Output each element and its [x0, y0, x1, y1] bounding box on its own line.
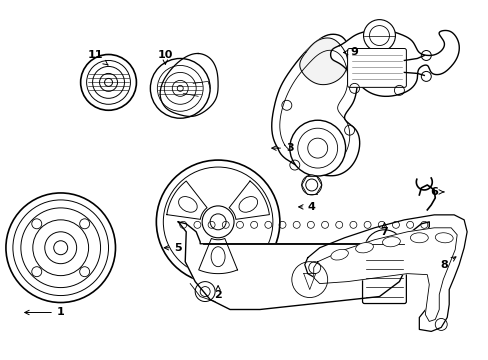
FancyBboxPatch shape [362, 248, 406, 303]
Ellipse shape [239, 197, 257, 212]
Polygon shape [160, 54, 218, 116]
Ellipse shape [211, 247, 224, 267]
Circle shape [156, 160, 279, 284]
Circle shape [363, 20, 395, 51]
Text: 2: 2 [214, 286, 222, 300]
Polygon shape [166, 181, 206, 219]
Text: 5: 5 [164, 243, 182, 253]
Circle shape [364, 230, 404, 270]
Circle shape [301, 175, 321, 195]
Ellipse shape [330, 249, 347, 260]
Ellipse shape [434, 233, 452, 243]
Circle shape [289, 120, 345, 176]
Text: 11: 11 [88, 50, 108, 65]
Polygon shape [313, 228, 456, 321]
Text: 9: 9 [343, 48, 358, 58]
FancyBboxPatch shape [347, 49, 406, 87]
Polygon shape [198, 238, 237, 274]
Polygon shape [299, 38, 347, 85]
Text: 10: 10 [157, 50, 173, 64]
Text: 6: 6 [429, 187, 443, 197]
Text: 8: 8 [440, 257, 455, 270]
Polygon shape [304, 215, 466, 332]
Polygon shape [330, 30, 458, 96]
Ellipse shape [355, 243, 373, 253]
Polygon shape [229, 181, 269, 219]
Circle shape [150, 58, 210, 118]
Ellipse shape [178, 197, 197, 212]
Polygon shape [271, 34, 359, 176]
Text: 4: 4 [298, 202, 315, 212]
Text: 3: 3 [271, 143, 293, 153]
Polygon shape [178, 222, 428, 310]
Text: 1: 1 [25, 307, 64, 318]
Ellipse shape [409, 233, 427, 243]
Text: 7: 7 [380, 223, 387, 237]
Ellipse shape [382, 237, 400, 247]
Circle shape [6, 193, 115, 302]
